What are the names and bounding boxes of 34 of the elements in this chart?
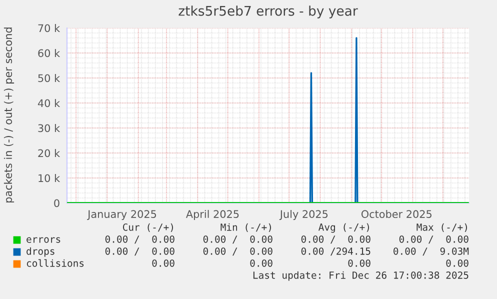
- text: 0.00 / 0.00: [203, 247, 272, 256]
- y-tick-label: 50 k: [38, 74, 60, 82]
- text: 0.00: [250, 259, 272, 267]
- text: Last update: Fri Dec 26 17:00:38 2025: [253, 271, 468, 281]
- text: 0.00 / 0.00: [399, 235, 468, 244]
- y-axis-title: packets in (-) / out (+) per second: [4, 28, 14, 202]
- x-tick-label: January 2025: [87, 210, 156, 220]
- y-tick-label: 10 k: [38, 174, 60, 182]
- text: 0.00 / 0.00: [105, 247, 174, 256]
- y-tick-label: 0: [54, 199, 60, 208]
- text: 0.00: [348, 259, 370, 267]
- text: 0.00 /294.15: [301, 247, 370, 256]
- x-tick-label: April 2025: [186, 210, 239, 220]
- text: Min (-/+): [220, 223, 271, 232]
- chart-title: ztks5r5eb7 errors - by year: [178, 6, 358, 18]
- text: Cur (-/+): [122, 223, 173, 232]
- legend-label: collisions: [26, 259, 84, 267]
- legend-label: errors: [26, 237, 60, 243]
- y-tick-label: 70 k: [38, 24, 60, 32]
- legend-label: drops: [26, 247, 54, 257]
- text: 0.00: [446, 259, 468, 267]
- x-tick-label: October 2025: [361, 210, 432, 218]
- text: Max (-/+): [416, 223, 467, 232]
- text: 0.00 / 0.00: [203, 235, 272, 244]
- y-tick-label: 60 k: [38, 49, 60, 58]
- text: 0.00: [152, 259, 174, 267]
- y-tick-label: 40 k: [38, 99, 60, 108]
- text: Avg (-/+): [318, 223, 369, 233]
- y-tick-label: 30 k: [38, 124, 60, 132]
- x-tick-label: July 2025: [279, 210, 328, 220]
- text: 0.00 / 0.00: [105, 235, 174, 244]
- text: 0.00 / 9.03M: [394, 247, 469, 256]
- text: 0.00 / 0.00: [301, 235, 370, 244]
- y-tick-label: 20 k: [38, 149, 60, 158]
